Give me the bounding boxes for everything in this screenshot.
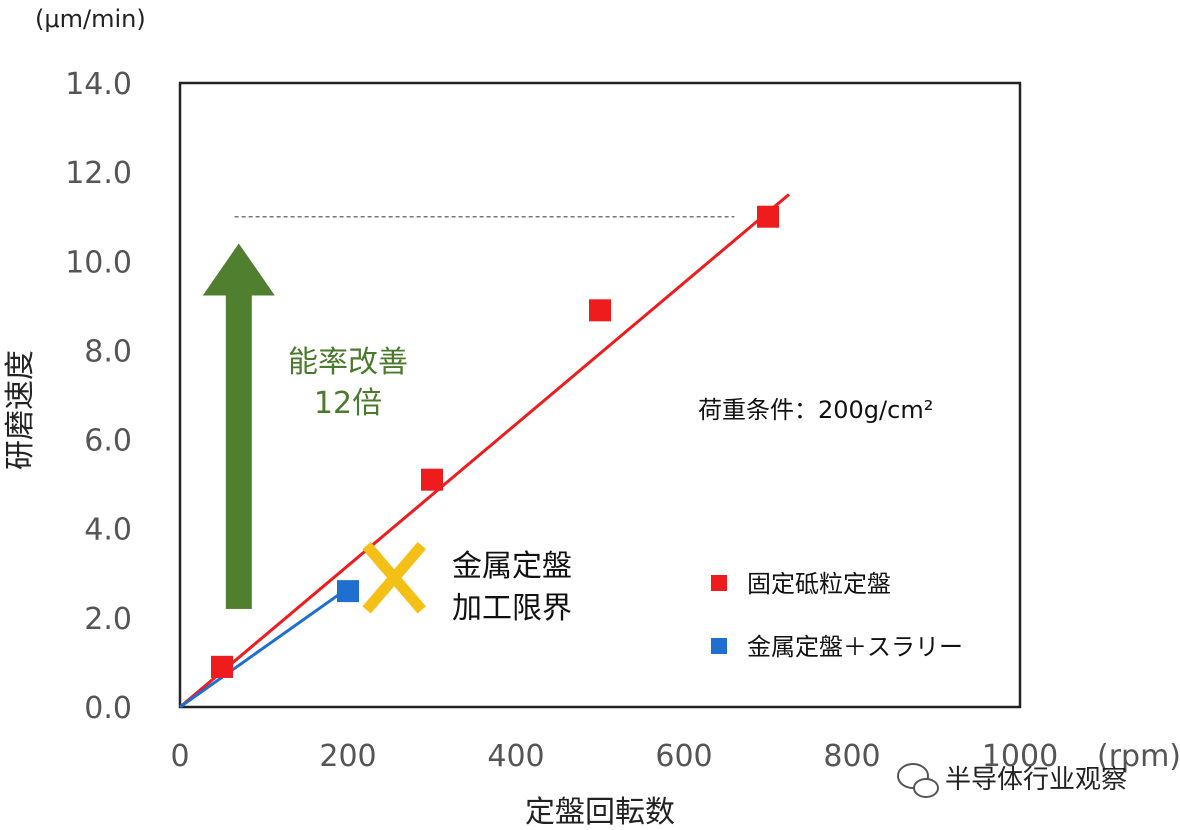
data-point-series-1 <box>757 205 779 228</box>
x-unit-label: (rpm) <box>1097 739 1180 774</box>
trendlines <box>179 193 790 709</box>
trendline-series-1 <box>179 193 790 709</box>
wechat-icon <box>897 763 939 798</box>
x-tick-label: 600 <box>655 739 712 774</box>
x-tick-label: 0 <box>170 739 189 774</box>
improvement-label-line2: 12倍 <box>314 386 382 421</box>
y-tick-labels: 0.0 2.0 4.0 6.0 8.0 10.0 12.0 14.0 <box>65 67 132 726</box>
legend-marker <box>711 575 727 591</box>
y-tick-label: 6.0 <box>84 424 132 459</box>
x-axis-title: 定盤回転数 <box>525 795 675 830</box>
watermark-text: 半导体行业观察 <box>945 765 1127 795</box>
y-tick-label: 4.0 <box>84 513 132 548</box>
data-point-series-1 <box>589 299 611 322</box>
y-tick-label: 14.0 <box>65 67 132 102</box>
legend-marker <box>711 638 727 654</box>
data-point-series-1 <box>211 655 233 678</box>
x-tick-label: 800 <box>823 739 880 774</box>
data-point-series-1 <box>421 468 443 491</box>
trendline-series-2 <box>179 580 358 709</box>
load-condition-label: 荷重条件：200g/cm² <box>698 396 933 424</box>
legend-label: 金属定盤＋スラリー <box>747 633 963 661</box>
limit-label-line1: 金属定盤 <box>452 549 572 584</box>
improvement-label-line1: 能率改善 <box>288 345 408 380</box>
legend-label: 固定砥粒定盤 <box>747 570 891 598</box>
x-tick-labels: 0 200 400 600 800 1000 <box>170 739 1058 774</box>
arrow-head <box>202 243 275 296</box>
y-tick-label: 0.0 <box>84 691 132 726</box>
limit-x-mark <box>362 541 426 614</box>
improvement-arrow <box>202 243 275 609</box>
y-axis-title: 研磨速度 <box>3 350 38 470</box>
x-tick-label: 400 <box>487 739 544 774</box>
y-tick-label: 2.0 <box>84 602 132 637</box>
watermark: 半导体行业观察 <box>897 763 1127 798</box>
data-points <box>211 205 779 678</box>
plot-area <box>178 81 1022 709</box>
x-tick-label: 200 <box>319 739 376 774</box>
y-tick-label: 12.0 <box>65 156 132 191</box>
data-point-series-2 <box>337 580 359 603</box>
y-tick-label: 10.0 <box>65 245 132 280</box>
limit-x-stroke <box>362 541 426 614</box>
y-unit-label: (μm/min) <box>35 5 146 33</box>
x-tick-label: 1000 <box>982 739 1058 774</box>
arrow-shaft <box>225 293 252 609</box>
limit-label-line2: 加工限界 <box>452 591 572 626</box>
y-tick-label: 8.0 <box>84 334 132 369</box>
